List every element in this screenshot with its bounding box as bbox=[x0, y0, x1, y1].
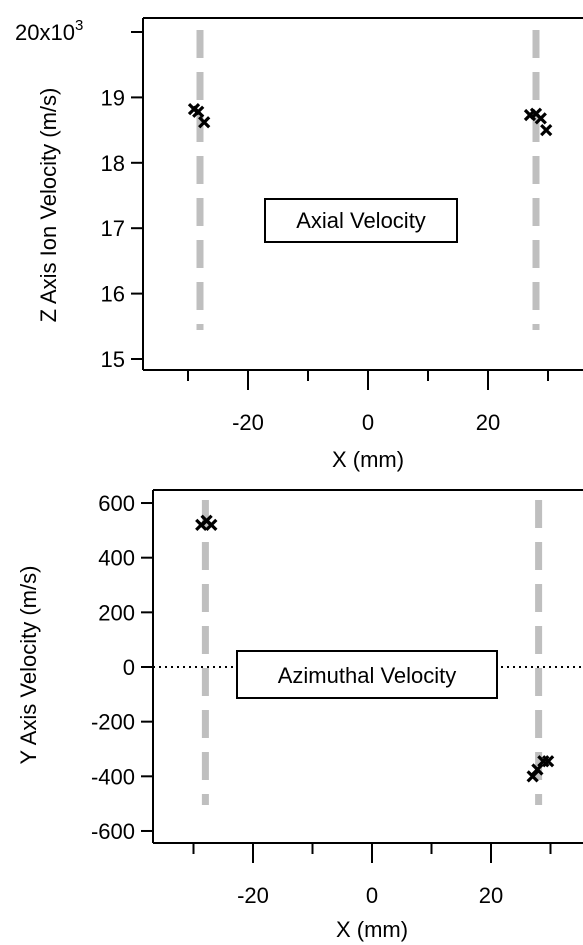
y-tick-label: 600 bbox=[98, 491, 135, 516]
x-tick-label: -20 bbox=[237, 883, 269, 908]
x-tick-label: 0 bbox=[362, 410, 374, 435]
bottom-x-axis-label: X (mm) bbox=[336, 917, 408, 942]
y-tick-label: -600 bbox=[91, 819, 135, 844]
y-tick-label: -400 bbox=[91, 764, 135, 789]
bottom-y-axis-label: Y Axis Velocity (m/s) bbox=[16, 566, 41, 765]
axial-velocity-panel: 15 16 17 18 19 -20 0 20 20x103 X (mm) Z Axis I… bbox=[15, 17, 583, 472]
y-tick-label: 15 bbox=[101, 347, 125, 372]
data-point bbox=[205, 518, 218, 532]
top-y-axis-label: Z Axis Ion Velocity (m/s) bbox=[36, 88, 61, 323]
y-tick-label: 400 bbox=[98, 546, 135, 571]
y-tick-label: 18 bbox=[101, 151, 125, 176]
top-annotation-box bbox=[264, 198, 458, 243]
top-x-axis-label: X (mm) bbox=[332, 447, 404, 472]
x-tick-label: 20 bbox=[479, 883, 503, 908]
data-point bbox=[534, 112, 547, 125]
y-tick-label: 16 bbox=[101, 282, 125, 307]
top-y-multiplier-label: 20x103 bbox=[15, 17, 83, 45]
y-tick-label: 0 bbox=[123, 655, 135, 680]
y-tick-label: -200 bbox=[91, 710, 135, 735]
x-tick-label: -20 bbox=[232, 410, 264, 435]
bottom-annotation-box bbox=[236, 650, 498, 699]
y-tick-label: 200 bbox=[98, 600, 135, 625]
data-point bbox=[540, 123, 553, 137]
top-annotation-text: Axial Velocity bbox=[296, 208, 426, 233]
bottom-annotation-text: Azimuthal Velocity bbox=[278, 663, 457, 688]
y-tick-label: 17 bbox=[101, 216, 125, 241]
data-point bbox=[192, 105, 205, 118]
data-point bbox=[541, 755, 555, 768]
y-tick-label: 19 bbox=[101, 85, 125, 110]
x-tick-label: 20 bbox=[476, 410, 500, 435]
x-tick-label: 0 bbox=[366, 883, 378, 908]
data-point bbox=[198, 116, 211, 129]
